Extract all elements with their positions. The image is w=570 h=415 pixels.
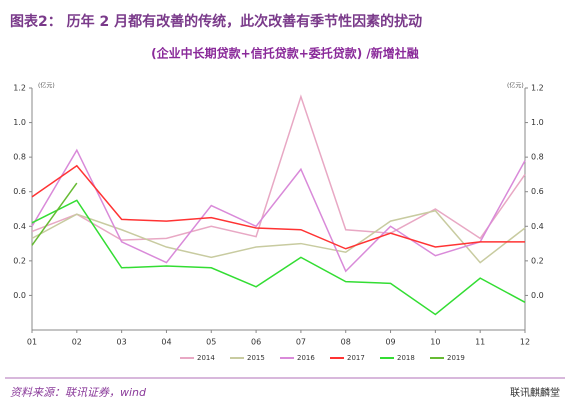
chart-subtitle: (企业中长期贷款+信托贷款+委托贷款) /新增社融 xyxy=(151,46,419,61)
line-series xyxy=(31,182,78,246)
y-tick-label: 1.2 xyxy=(13,84,26,93)
legend-label: 2019 xyxy=(447,354,465,362)
y-tick-label: 0.0 xyxy=(13,291,26,300)
line-series xyxy=(31,94,526,241)
x-tick-label: 11 xyxy=(475,338,485,347)
x-tick-label: 01 xyxy=(27,338,37,347)
line-series xyxy=(31,148,526,273)
x-tick-label: 06 xyxy=(251,338,261,347)
x-tick-label: 09 xyxy=(385,338,395,347)
y-tick-label: 0.4 xyxy=(13,222,26,231)
y-tick-label: 0.6 xyxy=(13,187,26,196)
y-tick-label: 1.0 xyxy=(13,118,26,127)
legend-label: 2016 xyxy=(297,354,315,362)
line-series xyxy=(31,199,526,316)
y-axis-label: (亿元) xyxy=(38,82,55,90)
y2-tick-label: 0.4 xyxy=(531,222,544,231)
x-tick-label: 02 xyxy=(72,338,82,347)
y-tick-label: 0.8 xyxy=(13,153,26,162)
x-tick-label: 04 xyxy=(161,338,171,347)
line-series xyxy=(31,164,525,250)
y2-tick-label: 0.2 xyxy=(531,256,544,265)
y-tick-label: 0.2 xyxy=(13,256,26,265)
y2-tick-label: 1.2 xyxy=(531,84,544,93)
legend-label: 2017 xyxy=(347,354,365,362)
y2-tick-label: 0.6 xyxy=(531,187,544,196)
y2-tick-label: 0.0 xyxy=(531,291,544,300)
legend-label: 2014 xyxy=(197,354,215,362)
watermark: 联讯麒麟堂 xyxy=(510,386,560,399)
x-tick-label: 08 xyxy=(341,338,351,347)
x-tick-label: 05 xyxy=(206,338,216,347)
legend-label: 2015 xyxy=(247,354,265,362)
chart-title: 图表2： 历年 2 月都有改善的传统，此次改善有季节性因素的扰动 xyxy=(10,13,422,30)
y2-tick-label: 1.0 xyxy=(531,118,544,127)
x-tick-label: 07 xyxy=(296,338,306,347)
x-tick-label: 10 xyxy=(430,338,440,347)
y2-tick-label: 0.8 xyxy=(531,153,544,162)
legend-label: 2018 xyxy=(397,354,415,362)
y2-axis-label: (亿元) xyxy=(507,82,524,90)
x-tick-label: 12 xyxy=(520,338,530,347)
source: 资料来源：联讯证券，wind xyxy=(10,386,147,399)
x-tick-label: 03 xyxy=(117,338,127,347)
